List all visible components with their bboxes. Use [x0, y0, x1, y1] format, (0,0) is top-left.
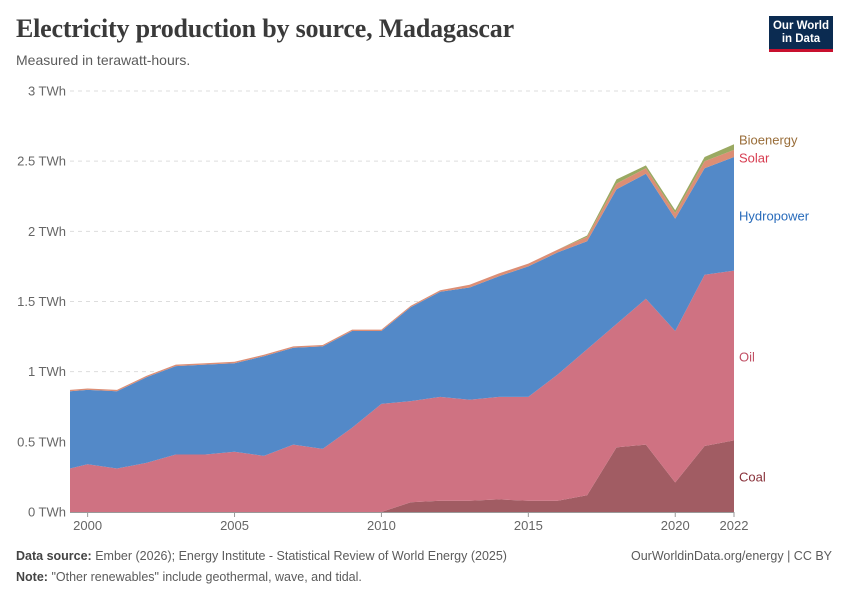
y-tick-label: 0 TWh — [28, 505, 66, 520]
y-tick-label: 1.5 TWh — [17, 294, 66, 309]
data-source-text[interactable]: Ember (2026); Energy Institute - Statist… — [95, 549, 507, 563]
series-label-solar[interactable]: Solar — [739, 151, 770, 166]
x-tick-label: 2015 — [514, 518, 543, 533]
series-label-hydropower[interactable]: Hydropower — [739, 209, 810, 224]
y-tick-label: 2 TWh — [28, 224, 66, 239]
x-tick-label: 2022 — [720, 518, 749, 533]
credit-link[interactable]: OurWorldinData.org/energy | CC BY — [630, 549, 832, 563]
y-tick-label: 3 TWh — [28, 84, 66, 99]
series-label-coal[interactable]: Coal — [739, 470, 766, 485]
series-label-oil[interactable]: Oil — [739, 350, 755, 365]
area-series — [70, 144, 734, 513]
y-tick-label: 2.5 TWh — [17, 154, 66, 169]
note-label: Note: — [16, 570, 48, 584]
x-axis-ticks: 2000 2005 2010 2015 2020 2022 — [73, 512, 748, 533]
x-tick-label: 2000 — [73, 518, 102, 533]
logo-line-1: Our World — [772, 19, 829, 32]
chart-title: Electricity production by source, Madaga… — [16, 14, 514, 43]
x-tick-label: 2005 — [220, 518, 249, 533]
data-source-label: Data source: — [16, 549, 92, 563]
y-tick-label: 0.5 TWh — [17, 434, 66, 449]
y-axis-ticks: 0 TWh 0.5 TWh 1 TWh 1.5 TWh 2 TWh 2.5 TWh 3 TW… — [17, 84, 66, 520]
x-tick-label: 2020 — [661, 518, 690, 533]
x-tick-label: 2010 — [367, 518, 396, 533]
logo-line-2: in Data — [781, 32, 821, 45]
chart-note: Note: "Other renewables" include geother… — [16, 570, 362, 584]
area-hydropower[interactable] — [70, 157, 734, 469]
y-tick-label: 1 TWh — [28, 364, 66, 379]
note-text: "Other renewables" include geothermal, w… — [51, 570, 362, 584]
owid-logo[interactable]: Our World in Data — [769, 16, 833, 52]
chart-subtitle: Measured in terawatt-hours. — [16, 52, 191, 68]
data-source: Data source: Ember (2026); Energy Instit… — [16, 549, 507, 563]
series-labels: Coal Oil Hydropower Solar Bioenergy — [739, 133, 810, 485]
area-coal[interactable] — [70, 440, 734, 512]
area-oil[interactable] — [70, 270, 734, 512]
series-label-bioenergy[interactable]: Bioenergy — [739, 133, 798, 148]
